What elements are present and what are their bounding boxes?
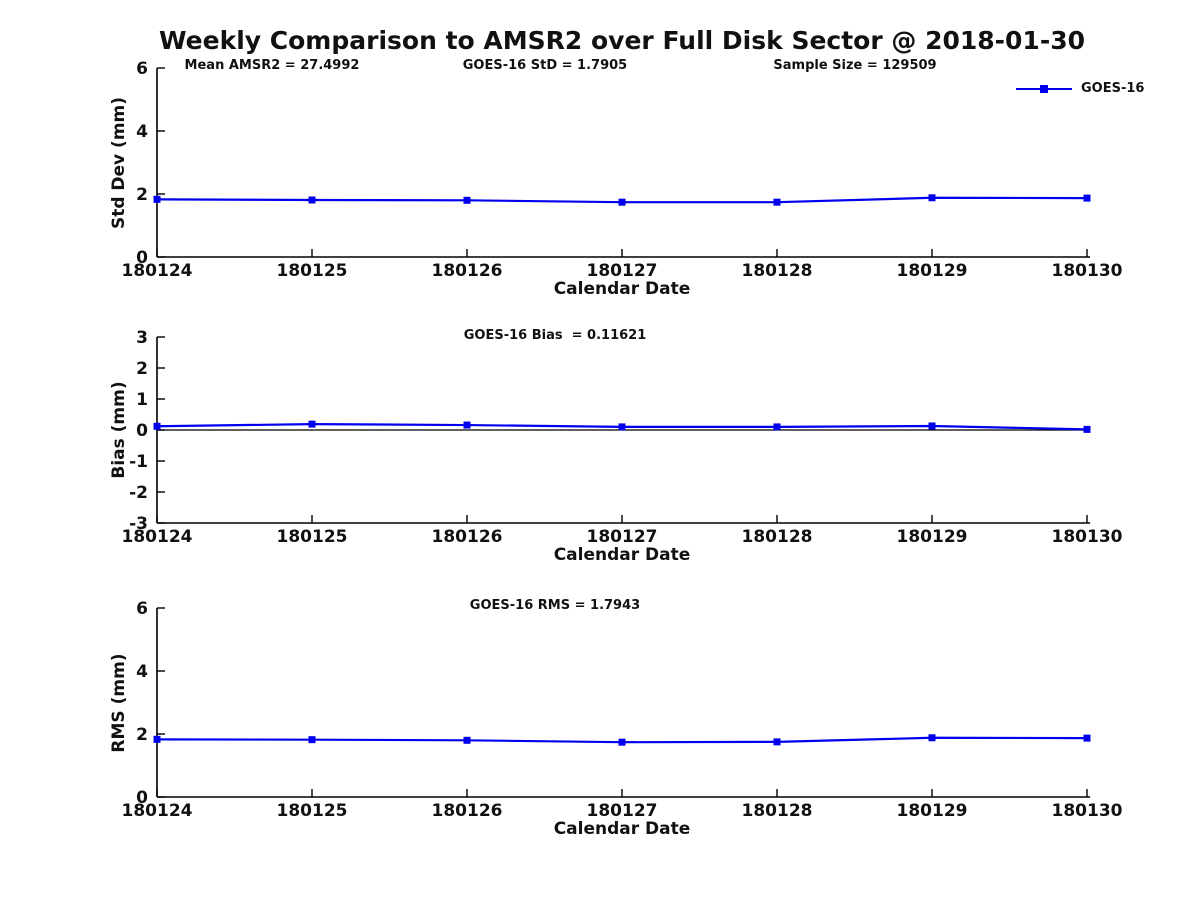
- data-point-marker: [618, 198, 626, 206]
- x-tick-label: 180130: [1052, 527, 1123, 547]
- chart-canvas-bias: 180124 180125 180126 180127 180128 180129 1801…: [122, 328, 1123, 547]
- data-point-marker: [928, 194, 936, 202]
- data-point-marker: [618, 738, 626, 746]
- y-tick-label: 4: [136, 662, 148, 682]
- data-point-marker: [153, 195, 161, 203]
- chart-canvas-std-dev: 180124 180125 180126 180127 180128 180129 1801…: [122, 59, 1123, 281]
- y-tick-label: 3: [136, 328, 148, 348]
- data-point-marker: [773, 738, 781, 746]
- x-tick-label: 180128: [742, 801, 813, 821]
- data-point-marker: [153, 735, 161, 743]
- data-point-marker: [928, 422, 936, 430]
- x-tick-label: 180129: [897, 801, 968, 821]
- y-tick-label: 6: [136, 599, 148, 619]
- y-axis-label: RMS (mm): [109, 652, 129, 753]
- x-tick-label: 180126: [432, 527, 503, 547]
- x-tick-label: 180124: [122, 801, 193, 821]
- x-tick-label: 180127: [587, 801, 658, 821]
- legend-label: GOES-16: [1081, 81, 1145, 96]
- y-axis-label: Bias (mm): [109, 381, 129, 479]
- x-tick-label: 180127: [587, 261, 658, 281]
- data-point-marker: [1083, 734, 1091, 742]
- x-tick-label: 180124: [122, 527, 193, 547]
- y-tick-label: 1: [136, 390, 148, 410]
- y-tick-label: 2: [136, 359, 148, 379]
- annotation-goes16-std: GOES-16 StD = 1.7905: [462, 58, 628, 73]
- data-point-marker: [153, 422, 161, 430]
- x-axis-label: Calendar Date: [553, 819, 691, 839]
- data-point-marker: [1083, 425, 1091, 433]
- annotation-goes16-rms: GOES-16 RMS = 1.7943: [469, 598, 641, 613]
- x-tick-label: 180127: [587, 527, 658, 547]
- plot-rms: 180124 180125 180126 180127 180128 180129 1801…: [109, 598, 1123, 839]
- y-tick-label: 2: [136, 725, 148, 745]
- data-point-marker: [463, 196, 471, 204]
- y-axis-label: Std Dev (mm): [109, 96, 129, 229]
- data-point-marker: [308, 736, 316, 744]
- chart-title: Weekly Comparison to AMSR2 over Full Dis…: [158, 26, 1085, 55]
- data-point-marker: [308, 420, 316, 428]
- x-tick-label: 180125: [277, 261, 348, 281]
- plot-bias: 180124 180125 180126 180127 180128 180129 1801…: [109, 328, 1123, 565]
- x-tick-label: 180124: [122, 261, 193, 281]
- y-tick-label: 0: [136, 248, 148, 268]
- data-point-marker: [463, 421, 471, 429]
- legend-marker: [1040, 84, 1048, 93]
- x-tick-label: 180125: [277, 801, 348, 821]
- chart-canvas-rms: 180124 180125 180126 180127 180128 180129 1801…: [122, 599, 1123, 821]
- data-point-marker: [463, 736, 471, 744]
- annotation-goes16-bias: GOES-16 Bias = 0.11621: [463, 328, 647, 343]
- x-axis-label: Calendar Date: [553, 545, 691, 565]
- x-tick-label: 180130: [1052, 261, 1123, 281]
- data-point-marker: [618, 423, 626, 431]
- y-tick-label: 0: [136, 788, 148, 808]
- y-tick-label: -1: [129, 452, 148, 472]
- x-tick-label: 180125: [277, 527, 348, 547]
- data-point-marker: [773, 423, 781, 431]
- y-tick-label: 2: [136, 185, 148, 205]
- y-tick-label: -3: [129, 514, 148, 534]
- y-tick-label: 6: [136, 59, 148, 79]
- plot-std-dev: 180124 180125 180126 180127 180128 180129 1801…: [109, 58, 1144, 299]
- data-point-marker: [308, 196, 316, 204]
- data-point-marker: [928, 734, 936, 742]
- y-tick-label: 4: [136, 122, 148, 142]
- x-tick-label: 180126: [432, 801, 503, 821]
- x-tick-label: 180129: [897, 527, 968, 547]
- data-point-marker: [1083, 194, 1091, 202]
- x-tick-label: 180130: [1052, 801, 1123, 821]
- annotation-sample-size: Sample Size = 129509: [773, 58, 937, 73]
- legend: GOES-16: [1016, 81, 1144, 96]
- x-tick-label: 180128: [742, 527, 813, 547]
- x-tick-label: 180129: [897, 261, 968, 281]
- y-tick-label: -2: [129, 483, 148, 503]
- data-point-marker: [773, 198, 781, 206]
- x-axis-label: Calendar Date: [553, 279, 691, 299]
- x-tick-label: 180126: [432, 261, 503, 281]
- x-tick-label: 180128: [742, 261, 813, 281]
- y-tick-label: 0: [136, 421, 148, 441]
- legend-line-sample: [1016, 84, 1072, 93]
- annotation-mean-amsr2: Mean AMSR2 = 27.4992: [184, 58, 360, 73]
